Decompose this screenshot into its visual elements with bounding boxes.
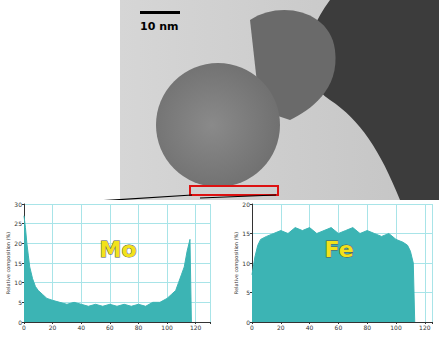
svg-text:5: 5 (246, 289, 250, 296)
svg-text:40: 40 (306, 324, 314, 331)
svg-text:20: 20 (242, 201, 250, 208)
svg-text:60: 60 (335, 324, 343, 331)
svg-text:80: 80 (135, 324, 143, 331)
svg-text:0: 0 (246, 318, 250, 326)
svg-text:20: 20 (49, 324, 57, 331)
svg-text:15: 15 (14, 260, 22, 267)
svg-text:40: 40 (77, 324, 85, 331)
svg-text:120: 120 (419, 324, 431, 331)
svg-text:30: 30 (14, 201, 22, 208)
svg-text:Fe: Fe (325, 237, 354, 262)
svg-text:15: 15 (242, 230, 250, 237)
svg-text:0: 0 (22, 324, 26, 331)
svg-text:100: 100 (390, 324, 402, 331)
svg-text:25: 25 (14, 220, 22, 227)
svg-text:0: 0 (250, 324, 254, 331)
svg-text:Relative composition (%): Relative composition (%) (5, 232, 12, 295)
svg-text:20: 20 (14, 240, 22, 247)
svg-text:Mo: Mo (100, 237, 137, 262)
svg-text:10: 10 (242, 260, 250, 267)
svg-text:120: 120 (190, 324, 202, 331)
svg-text:10: 10 (14, 279, 22, 286)
svg-text:100: 100 (161, 324, 173, 331)
svg-text:80: 80 (363, 324, 371, 331)
svg-text:10 nm: 10 nm (140, 20, 178, 33)
svg-text:Relative composition (%): Relative composition (%) (233, 232, 240, 295)
svg-text:60: 60 (106, 324, 114, 331)
svg-text:0: 0 (18, 318, 22, 326)
svg-text:20: 20 (277, 324, 285, 331)
svg-text:5: 5 (18, 299, 22, 306)
